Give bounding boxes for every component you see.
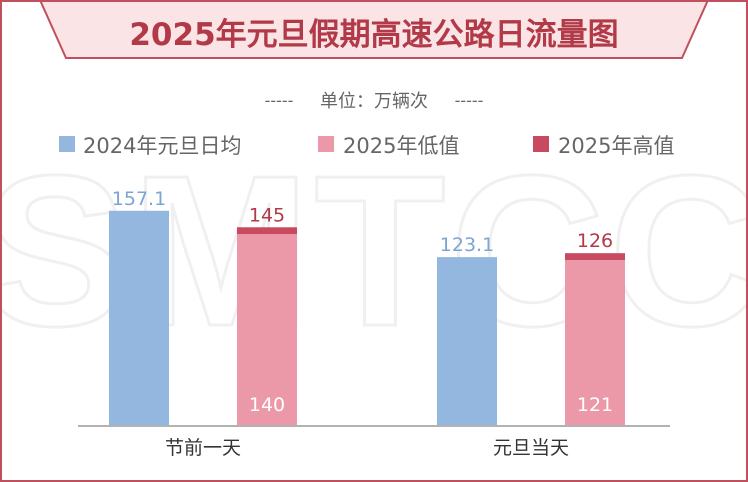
category-labels: 节前一天 元旦当天 xyxy=(165,437,569,459)
category-label-1: 节前一天 xyxy=(165,437,241,459)
legend-label-2025-high: 2025年高值 xyxy=(558,134,674,158)
bar-2025-low-2 xyxy=(565,260,625,425)
legend-swatch-2024-avg xyxy=(59,136,75,152)
bars-group: 157.1 145 140 123.1 126 121 xyxy=(109,188,625,425)
data-label-2024-avg-2: 123.1 xyxy=(440,234,494,256)
chart-title: 2025年元旦假期高速公路日流量图 xyxy=(129,17,618,53)
subtitle-left-dashes: ----- xyxy=(265,91,294,110)
legend-label-2025-low: 2025年低值 xyxy=(343,134,459,158)
data-label-2025-high-1: 145 xyxy=(249,204,285,226)
data-label-2025-low-2: 121 xyxy=(577,394,613,416)
bar-2024-avg-2 xyxy=(437,257,497,425)
data-label-2024-avg-1: 157.1 xyxy=(112,188,166,210)
title-banner xyxy=(38,0,710,59)
legend-swatch-2025-high xyxy=(533,136,549,152)
bar-2025-high-band-2 xyxy=(565,253,625,260)
chart-subtitle: 单位：万辆次 xyxy=(320,91,428,112)
subtitle-right-dashes: ----- xyxy=(455,91,484,110)
legend-label-2024-avg: 2024年元旦日均 xyxy=(83,134,241,158)
legend-swatch-2025-low xyxy=(318,136,334,152)
bar-2025-high-band-1 xyxy=(237,227,297,235)
bar-2024-avg-1 xyxy=(109,210,169,425)
data-label-2025-low-1: 140 xyxy=(249,394,285,416)
legend: 2024年元旦日均 2025年低值 2025年高值 xyxy=(59,134,674,158)
bar-2025-low-1 xyxy=(237,234,297,425)
data-label-2025-high-2: 126 xyxy=(577,230,613,252)
category-label-2: 元旦当天 xyxy=(493,437,569,459)
